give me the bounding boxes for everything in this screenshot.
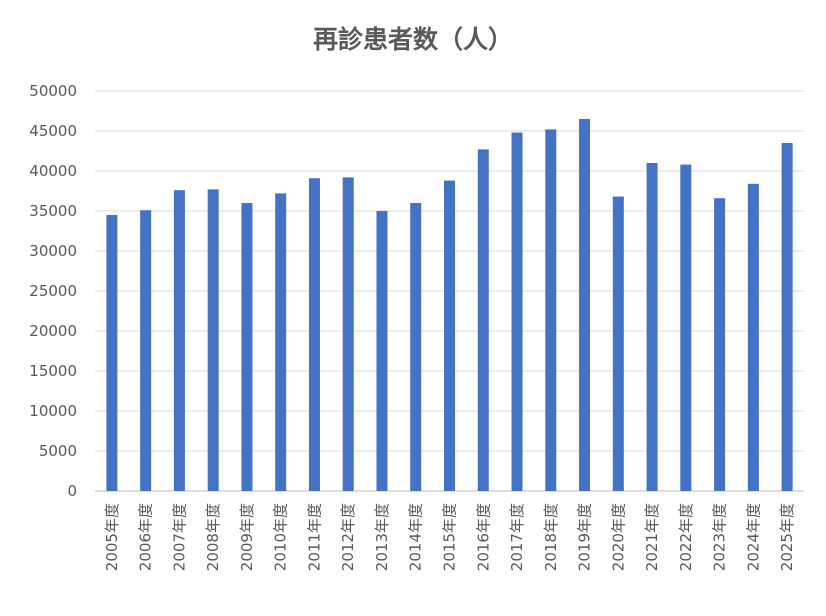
bar	[342, 177, 354, 491]
bar	[376, 211, 388, 491]
y-tick-label: 5000	[39, 442, 77, 460]
y-tick-label: 25000	[29, 282, 77, 300]
bar	[680, 164, 692, 491]
bar	[410, 203, 422, 491]
y-tick-label: 45000	[29, 122, 77, 140]
y-tick-label: 35000	[29, 202, 77, 220]
x-tick-label: 2014年度	[407, 503, 425, 571]
x-tick-label: 2008年度	[204, 503, 222, 571]
x-tick-label: 2012年度	[339, 503, 357, 571]
x-tick-label: 2005年度	[103, 503, 121, 571]
bar	[140, 210, 152, 491]
bar	[106, 215, 118, 491]
y-tick-label: 15000	[29, 362, 77, 380]
x-tick-label: 2018年度	[542, 503, 560, 571]
chart-title: 再診患者数（人）	[312, 25, 513, 54]
bar	[173, 190, 185, 491]
bar	[477, 149, 489, 491]
x-tick-label: 2010年度	[272, 503, 290, 571]
x-tick-label: 2013年度	[373, 503, 391, 571]
x-tick-label: 2022年度	[677, 503, 695, 571]
x-tick-label: 2015年度	[441, 503, 459, 571]
y-tick-label: 0	[67, 482, 77, 500]
bar	[646, 163, 658, 491]
x-tick-label: 2009年度	[238, 503, 256, 571]
bar	[579, 119, 591, 491]
bar	[747, 183, 759, 492]
bar	[275, 193, 287, 491]
x-tick-label: 2011年度	[305, 503, 323, 571]
x-tick-label: 2023年度	[711, 503, 729, 571]
x-tick-label: 2025年度	[778, 503, 796, 571]
x-tick-label: 2019年度	[576, 503, 594, 571]
x-tick-label: 2021年度	[643, 503, 661, 571]
bar	[714, 198, 726, 491]
y-tick-label: 10000	[29, 402, 77, 420]
bar	[511, 132, 523, 491]
bar	[241, 203, 253, 491]
bar	[444, 180, 455, 491]
x-tick-label: 2017年度	[508, 503, 526, 571]
y-tick-label: 20000	[29, 322, 77, 340]
bar	[308, 178, 320, 491]
y-tick-label: 50000	[29, 82, 77, 100]
y-tick-label: 30000	[29, 242, 77, 260]
bar	[612, 196, 624, 491]
y-tick-label: 40000	[29, 162, 77, 180]
x-tick-label: 2016年度	[474, 503, 492, 571]
bar	[545, 129, 557, 491]
bar	[781, 143, 793, 491]
x-tick-label: 2007年度	[170, 503, 188, 571]
x-tick-label: 2024年度	[744, 503, 762, 571]
bar	[207, 189, 219, 491]
x-tick-label: 2006年度	[137, 503, 155, 571]
x-tick-label: 2020年度	[609, 503, 627, 571]
